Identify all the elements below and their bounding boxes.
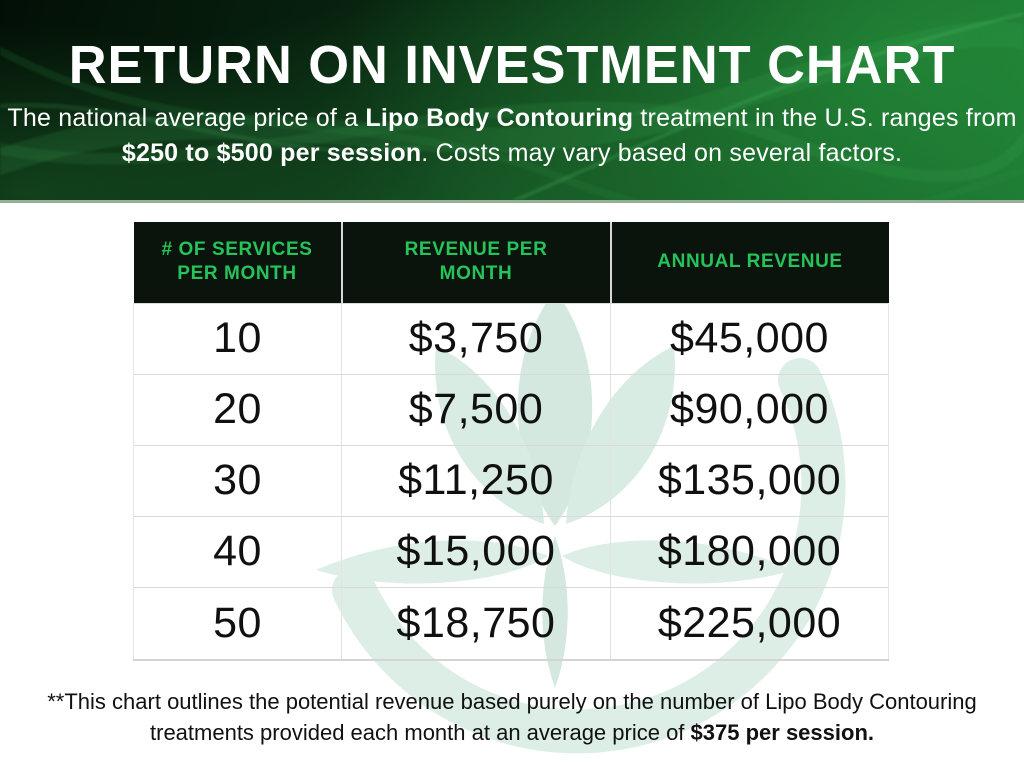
- cell-services: 10: [133, 302, 342, 374]
- background-waves-decoration: [0, 11, 1024, 200]
- table-header-row: # OF SERVICES PER MONTH REVENUE PER MONT…: [133, 222, 889, 303]
- column-header-revenue-per-month: REVENUE PER MONTH: [340, 222, 611, 303]
- cell-annual-revenue: $225,000: [610, 586, 889, 661]
- table-row: 10 $3,750 $45,000: [133, 302, 889, 374]
- subtitle-bold-price-range: $250 to $500 per session: [121, 139, 422, 167]
- subtitle-bold-treatment: Lipo Body Contouring: [365, 104, 634, 132]
- cell-monthly-revenue: $15,000: [341, 515, 611, 587]
- cell-services: 20: [133, 373, 342, 445]
- roi-table-header: # OF SERVICES PER MONTH REVENUE PER MONT…: [133, 222, 889, 303]
- table-row: 50 $18,750 $225,000: [133, 586, 889, 661]
- table-row: 20 $7,500 $90,000: [133, 373, 889, 445]
- footnote: **This chart outlines the potential reve…: [32, 686, 992, 748]
- hero-banner: RETURN ON INVESTMENT CHART The national …: [0, 0, 1024, 203]
- cell-monthly-revenue: $7,500: [341, 373, 611, 445]
- subtitle-text: The national average price of a: [7, 104, 366, 132]
- cell-annual-revenue: $180,000: [610, 515, 889, 587]
- footnote-bold-price: $375 per session.: [690, 720, 874, 745]
- table-row: 40 $15,000 $180,000: [133, 515, 889, 587]
- subtitle-text: treatment in the U.S. ranges from: [633, 104, 1017, 132]
- table-row: 30 $11,250 $135,000: [133, 444, 889, 516]
- roi-table-body: 10 $3,750 $45,000 20 $7,500 $90,000 30 $…: [133, 302, 889, 661]
- cell-annual-revenue: $90,000: [610, 373, 889, 445]
- column-header-services-per-month: # OF SERVICES PER MONTH: [133, 222, 342, 303]
- column-header-annual-revenue: ANNUAL REVENUE: [609, 222, 889, 303]
- cell-annual-revenue: $135,000: [610, 444, 889, 516]
- roi-table: # OF SERVICES PER MONTH REVENUE PER MONT…: [133, 222, 889, 661]
- cell-services: 50: [133, 586, 342, 661]
- cell-services: 30: [133, 444, 342, 516]
- cell-annual-revenue: $45,000: [610, 302, 889, 374]
- subtitle: The national average price of a Lipo Bod…: [0, 101, 1024, 171]
- cell-monthly-revenue: $3,750: [341, 302, 611, 374]
- cell-monthly-revenue: $11,250: [341, 444, 611, 516]
- subtitle-text: . Costs may vary based on several factor…: [421, 139, 903, 167]
- cell-services: 40: [133, 515, 342, 587]
- cell-monthly-revenue: $18,750: [341, 586, 611, 661]
- page-title: RETURN ON INVESTMENT CHART: [68, 35, 956, 95]
